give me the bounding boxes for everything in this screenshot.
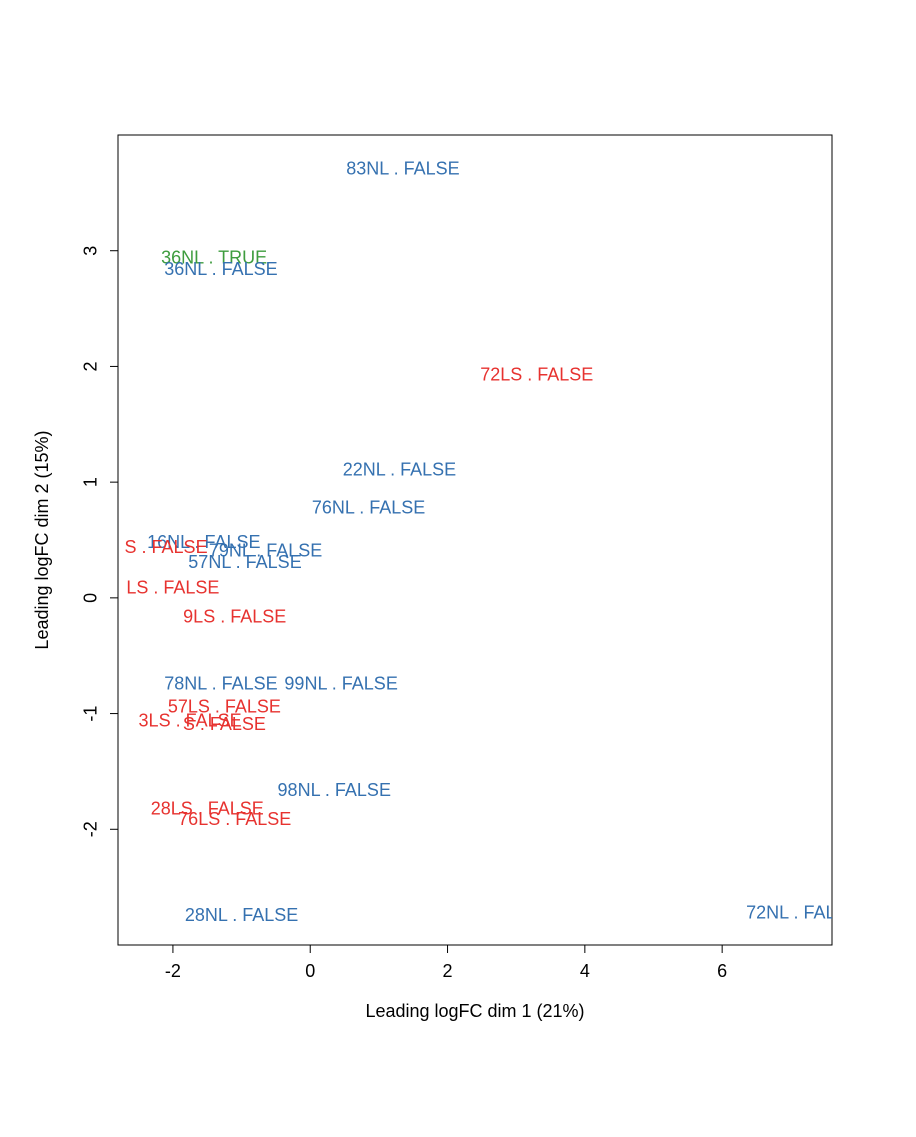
data-point-label: 99NL . FALSE — [284, 673, 397, 693]
x-tick-label: -2 — [165, 961, 181, 981]
data-point-label: 78NL . FALSE — [164, 673, 277, 693]
data-point-label: 83NL . FALSE — [346, 158, 459, 178]
data-point-label: 76LS . FALSE — [178, 809, 291, 829]
data-point-label: 98NL . FALSE — [278, 780, 391, 800]
data-point-label: 76NL . FALSE — [312, 498, 425, 518]
x-tick-label: 2 — [443, 961, 453, 981]
y-tick-label: -1 — [81, 706, 101, 722]
y-tick-label: 2 — [81, 361, 101, 371]
data-point-label: S . FALSE — [183, 714, 266, 734]
y-tick-label: 1 — [81, 477, 101, 487]
x-tick-label: 6 — [717, 961, 727, 981]
data-point-label: 28NL . FALSE — [185, 905, 298, 925]
data-point-label: 72LS . FALSE — [480, 364, 593, 384]
data-point-label: LS . FALSE — [126, 577, 219, 597]
data-point-label: 9LS . FALSE — [183, 606, 286, 626]
y-tick-label: -2 — [81, 821, 101, 837]
data-point-label: 72NL . FAL — [746, 903, 835, 923]
y-axis-title: Leading logFC dim 2 (15%) — [32, 430, 52, 649]
y-tick-label: 0 — [81, 593, 101, 603]
data-point-label: 57NL . FALSE — [188, 552, 301, 572]
x-axis-title: Leading logFC dim 1 (21%) — [365, 1001, 584, 1021]
x-tick-label: 0 — [305, 961, 315, 981]
x-tick-label: 4 — [580, 961, 590, 981]
mds-scatter-plot: -2 0 2 4 6 -2 -1 0 1 2 3 Leading logFC dim 1 (21%) L… — [0, 0, 916, 1137]
data-point-label: 36NL . FALSE — [164, 259, 277, 279]
data-point-label: 22NL . FALSE — [343, 459, 456, 479]
y-tick-label: 3 — [81, 246, 101, 256]
